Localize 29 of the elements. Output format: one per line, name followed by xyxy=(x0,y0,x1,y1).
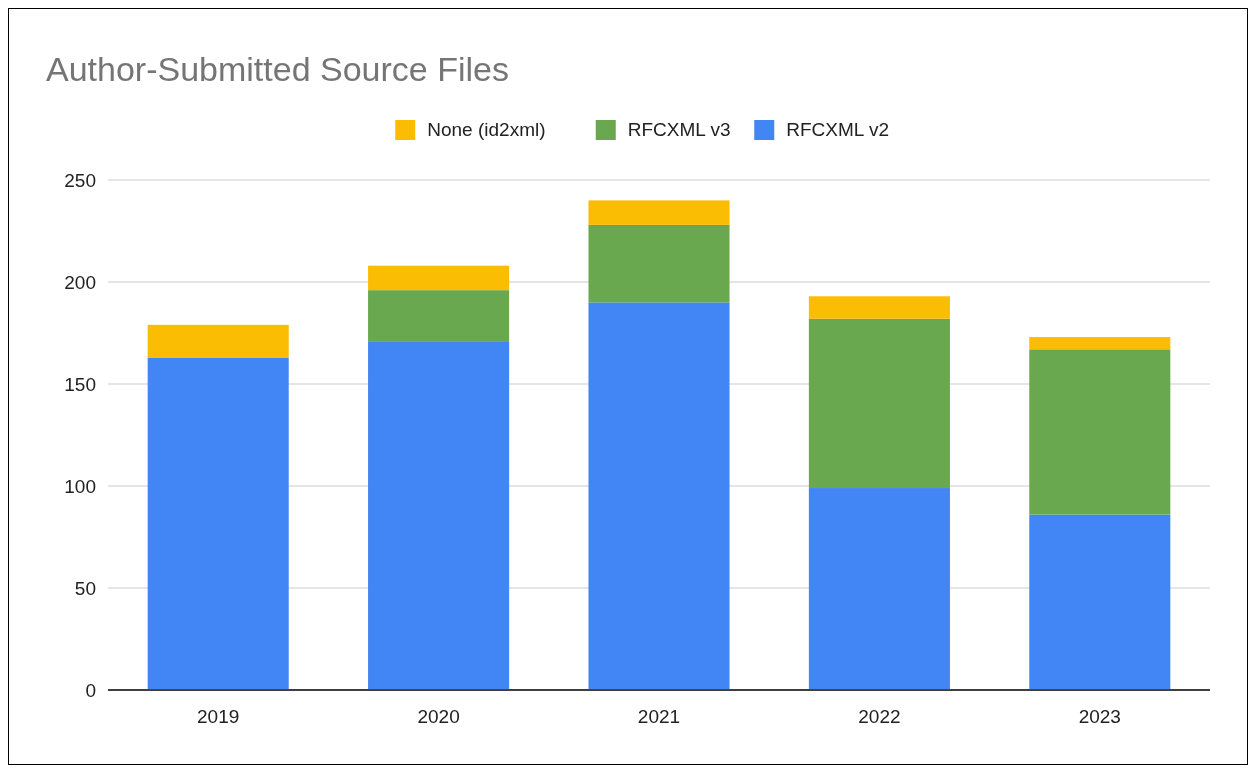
y-tick-label: 100 xyxy=(64,476,96,497)
x-tick-label: 2019 xyxy=(197,706,240,727)
legend-label: RFCXML v3 xyxy=(627,119,731,140)
x-tick-label: 2020 xyxy=(417,706,460,727)
legend-label: None (id2xml) xyxy=(427,119,546,140)
x-tick-label: 2023 xyxy=(1078,706,1121,727)
chart-title: Author-Submitted Source Files xyxy=(46,50,509,88)
y-tick-label: 250 xyxy=(64,170,96,191)
bar xyxy=(368,265,510,291)
x-tick-label: 2021 xyxy=(637,706,681,727)
bar xyxy=(368,290,510,342)
y-tick-label: 150 xyxy=(64,374,96,395)
x-tick-label: 2022 xyxy=(858,706,901,727)
bar xyxy=(1029,514,1171,690)
bar xyxy=(808,318,950,489)
bar xyxy=(588,302,730,690)
y-tick-label: 0 xyxy=(85,680,96,701)
legend-label: RFCXML v2 xyxy=(786,119,890,140)
bar xyxy=(588,224,730,303)
y-tick-label: 200 xyxy=(64,272,96,293)
bar xyxy=(368,341,510,690)
bar xyxy=(808,296,950,319)
bar xyxy=(147,357,289,690)
bar xyxy=(808,488,950,690)
bar xyxy=(1029,349,1171,515)
bar xyxy=(147,324,289,358)
y-tick-label: 50 xyxy=(74,578,96,599)
bar xyxy=(1029,337,1171,350)
bar xyxy=(588,200,730,225)
